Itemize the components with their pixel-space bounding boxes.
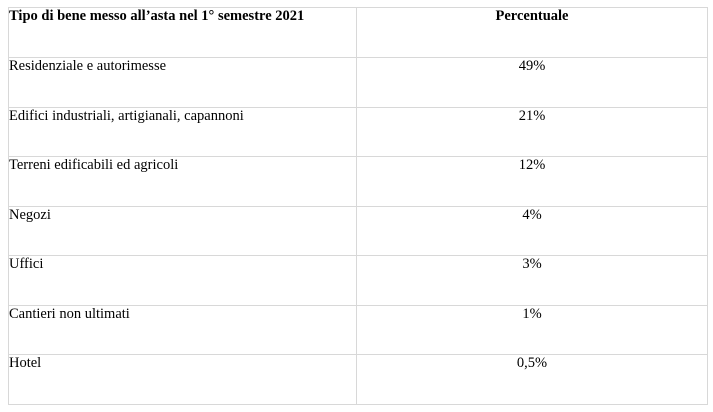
- percentage-cell: 3%: [356, 255, 708, 306]
- auction-property-table: Tipo di bene messo all’asta nel 1° semes…: [8, 7, 708, 405]
- table-row: Edifici industriali, artigianali, capann…: [8, 106, 708, 157]
- property-type-cell: Hotel: [8, 354, 357, 405]
- property-type-cell: Cantieri non ultimati: [8, 304, 357, 355]
- table-row: Cantieri non ultimati 1%: [8, 304, 708, 355]
- percentage-cell: 21%: [356, 106, 708, 157]
- table-row: Residenziale e autorimesse 49%: [8, 57, 708, 108]
- percentage-cell: 1%: [356, 304, 708, 355]
- table-row: Hotel 0,5%: [8, 354, 708, 405]
- header-percentage: Percentuale: [356, 7, 708, 58]
- property-type-cell: Negozi: [8, 205, 357, 256]
- table-row: Uffici 3%: [8, 255, 708, 306]
- table-row: Negozi 4%: [8, 205, 708, 256]
- property-type-cell: Edifici industriali, artigianali, capann…: [8, 106, 357, 157]
- table-row: Terreni edificabili ed agricoli 12%: [8, 156, 708, 207]
- table-header-row: Tipo di bene messo all’asta nel 1° semes…: [8, 7, 708, 58]
- property-type-cell: Terreni edificabili ed agricoli: [8, 156, 357, 207]
- percentage-cell: 12%: [356, 156, 708, 207]
- property-type-cell: Uffici: [8, 255, 357, 306]
- property-type-cell: Residenziale e autorimesse: [8, 57, 357, 108]
- header-property-type: Tipo di bene messo all’asta nel 1° semes…: [8, 7, 357, 58]
- percentage-cell: 4%: [356, 205, 708, 256]
- percentage-cell: 0,5%: [356, 354, 708, 405]
- percentage-cell: 49%: [356, 57, 708, 108]
